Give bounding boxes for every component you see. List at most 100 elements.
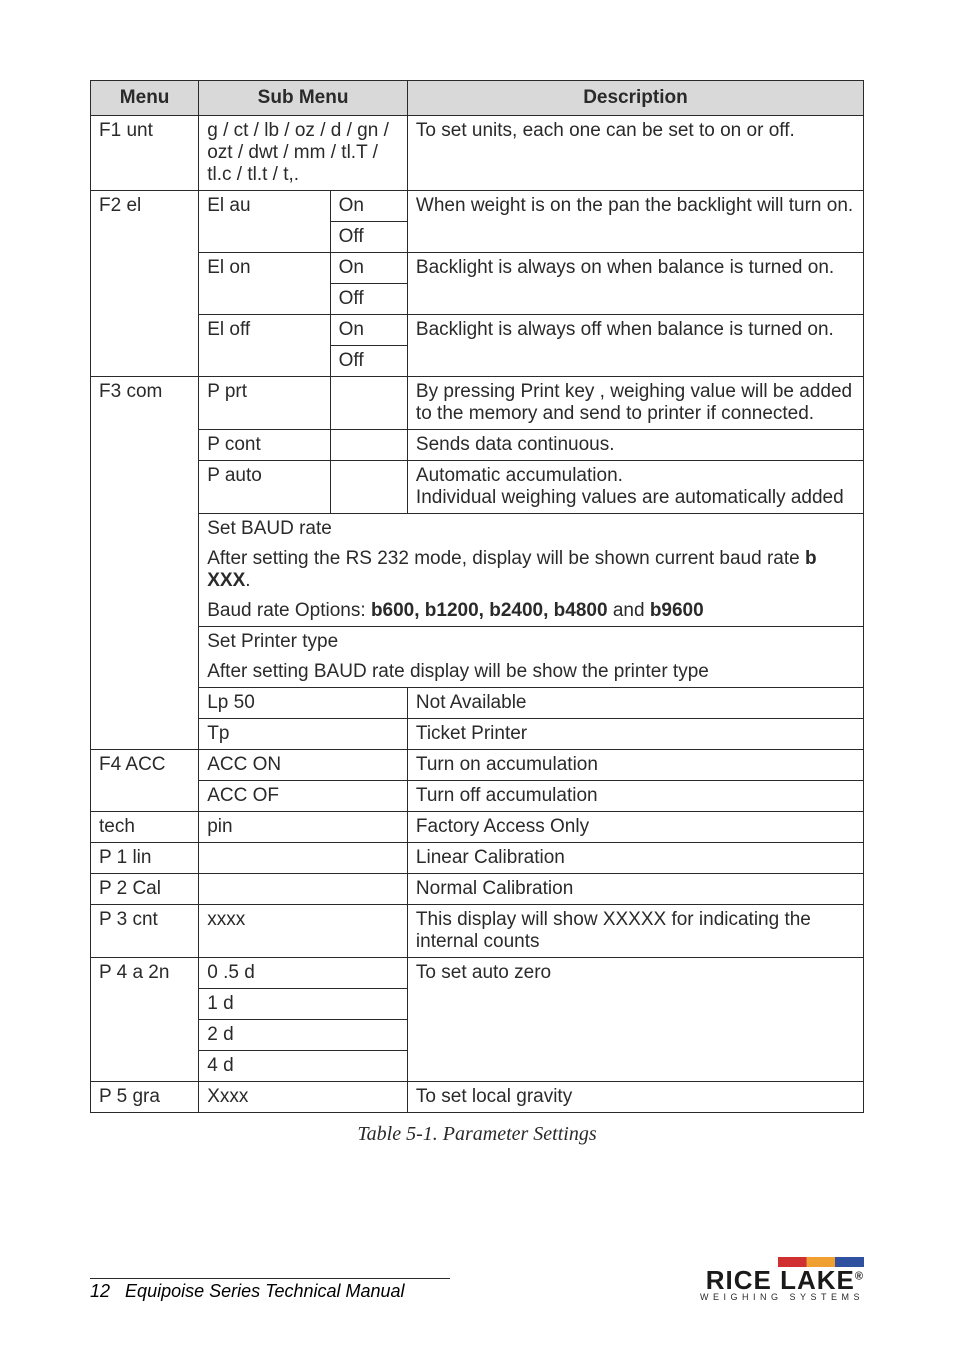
registered-icon: ® xyxy=(855,1270,864,1282)
table-row: P 5 gra Xxxx To set local gravity xyxy=(91,1082,864,1113)
header-menu: Menu xyxy=(91,81,199,116)
table-row: P 3 cnt xxxx This display will show XXXX… xyxy=(91,905,864,958)
cell-sub: P prt xyxy=(199,377,330,430)
cell-sub: pin xyxy=(199,812,408,843)
table-row: F3 com P prt By pressing Print key , wei… xyxy=(91,377,864,430)
manual-title: Equipoise Series Technical Manual xyxy=(125,1281,405,1301)
cell-desc: By pressing Print key , weighing value w… xyxy=(407,377,863,430)
cell-menu: P 3 cnt xyxy=(91,905,199,958)
table-row: P cont Sends data continuous. xyxy=(91,430,864,461)
cell-desc: Backlight is always on when balance is t… xyxy=(407,253,863,315)
header-description: Description xyxy=(407,81,863,116)
parameter-table: Menu Sub Menu Description F1 unt g / ct … xyxy=(90,80,864,1113)
cell-opt: Off xyxy=(330,222,407,253)
page-footer: 12 Equipoise Series Technical Manual RIC… xyxy=(90,1257,864,1302)
cell-baud-body: After setting the RS 232 mode, display w… xyxy=(199,544,864,596)
cell-sub: El on xyxy=(199,253,330,315)
table-row: El off On Backlight is always off when b… xyxy=(91,315,864,346)
cell-baud-opts: Baud rate Options: b600, b1200, b2400, b… xyxy=(199,596,864,627)
cell-menu: F3 com xyxy=(91,377,199,750)
cell-desc: Normal Calibration xyxy=(407,874,863,905)
cell-opt xyxy=(330,377,407,430)
cell-sub: g / ct / lb / oz / d / gn / ozt / dwt / … xyxy=(199,116,408,191)
cell-sub: 1 d xyxy=(199,989,408,1020)
table-header-row: Menu Sub Menu Description xyxy=(91,81,864,116)
cell-desc: Not Available xyxy=(407,688,863,719)
text: and xyxy=(608,600,650,621)
text: . xyxy=(245,570,250,591)
cell-sub: P auto xyxy=(199,461,330,514)
cell-opt: On xyxy=(330,253,407,284)
table-row: Baud rate Options: b600, b1200, b2400, b… xyxy=(91,596,864,627)
footer-logo: RICE LAKE® WEIGHING SYSTEMS xyxy=(700,1257,864,1302)
cell-sub: El off xyxy=(199,315,330,377)
cell-sub: P cont xyxy=(199,430,330,461)
cell-desc: Turn on accumulation xyxy=(407,750,863,781)
table-row: tech pin Factory Access Only xyxy=(91,812,864,843)
cell-desc: To set local gravity xyxy=(407,1082,863,1113)
table-row: Set Printer type xyxy=(91,627,864,658)
table-row: P auto Automatic accumulation. Individua… xyxy=(91,461,864,514)
table-row: After setting the RS 232 mode, display w… xyxy=(91,544,864,596)
text: Baud rate Options: xyxy=(207,600,371,621)
cell-desc: Automatic accumulation. Individual weigh… xyxy=(407,461,863,514)
cell-sub: Tp xyxy=(199,719,408,750)
cell-menu: tech xyxy=(91,812,199,843)
cell-desc: Linear Calibration xyxy=(407,843,863,874)
header-submenu: Sub Menu xyxy=(199,81,408,116)
cell-menu: F2 el xyxy=(91,191,199,377)
cell-desc: Turn off accumulation xyxy=(407,781,863,812)
cell-desc: Sends data continuous. xyxy=(407,430,863,461)
cell-sub: ACC OF xyxy=(199,781,408,812)
cell-opt xyxy=(330,430,407,461)
cell-desc: Backlight is always off when balance is … xyxy=(407,315,863,377)
table-row: P 2 Cal Normal Calibration xyxy=(91,874,864,905)
cell-sub: xxxx xyxy=(199,905,408,958)
table-row: El on On Backlight is always on when bal… xyxy=(91,253,864,284)
text-bold: b9600 xyxy=(650,600,704,621)
cell-menu: P 2 Cal xyxy=(91,874,199,905)
cell-opt: Off xyxy=(330,346,407,377)
cell-sub: 2 d xyxy=(199,1020,408,1051)
footer-left: 12 Equipoise Series Technical Manual xyxy=(90,1278,450,1302)
table-row: F4 ACC ACC ON Turn on accumulation xyxy=(91,750,864,781)
cell-sub xyxy=(199,874,408,905)
cell-sub: ACC ON xyxy=(199,750,408,781)
cell-opt xyxy=(330,461,407,514)
cell-opt: On xyxy=(330,315,407,346)
table-row: Set BAUD rate xyxy=(91,514,864,545)
table-row: Lp 50 Not Available xyxy=(91,688,864,719)
cell-sub: 4 d xyxy=(199,1051,408,1082)
cell-opt: On xyxy=(330,191,407,222)
cell-desc: To set auto zero xyxy=(407,958,863,1082)
cell-menu: F1 unt xyxy=(91,116,199,191)
cell-menu: P 5 gra xyxy=(91,1082,199,1113)
cell-opt: Off xyxy=(330,284,407,315)
cell-sub: Xxxx xyxy=(199,1082,408,1113)
cell-sub: Lp 50 xyxy=(199,688,408,719)
cell-sub: 0 .5 d xyxy=(199,958,408,989)
cell-printer-sub: After setting BAUD rate display will be … xyxy=(199,657,864,688)
cell-desc: This display will show XXXXX for indicat… xyxy=(407,905,863,958)
logo-sub: WEIGHING SYSTEMS xyxy=(700,1292,864,1302)
cell-desc: Factory Access Only xyxy=(407,812,863,843)
table-caption: Table 5-1. Parameter Settings xyxy=(90,1123,864,1146)
cell-desc: To set units, each one can be set to on … xyxy=(407,116,863,191)
text-bold: b600, b1200, b2400, b4800 xyxy=(371,600,608,621)
cell-desc: Ticket Printer xyxy=(407,719,863,750)
table-row: P 4 a 2n 0 .5 d To set auto zero xyxy=(91,958,864,989)
cell-desc: When weight is on the pan the backlight … xyxy=(407,191,863,253)
text: After setting the RS 232 mode, display w… xyxy=(207,548,805,569)
page-number: 12 xyxy=(90,1281,110,1301)
cell-baud-header: Set BAUD rate xyxy=(199,514,864,545)
cell-menu: F4 ACC xyxy=(91,750,199,812)
table-row: ACC OF Turn off accumulation xyxy=(91,781,864,812)
cell-menu: P 4 a 2n xyxy=(91,958,199,1082)
table-row: F2 el El au On When weight is on the pan… xyxy=(91,191,864,222)
table-row: F1 unt g / ct / lb / oz / d / gn / ozt /… xyxy=(91,116,864,191)
table-row: P 1 lin Linear Calibration xyxy=(91,843,864,874)
logo-name: RICE LAKE® xyxy=(700,1269,864,1292)
cell-printer-header: Set Printer type xyxy=(199,627,864,658)
table-row: After setting BAUD rate display will be … xyxy=(91,657,864,688)
cell-sub xyxy=(199,843,408,874)
